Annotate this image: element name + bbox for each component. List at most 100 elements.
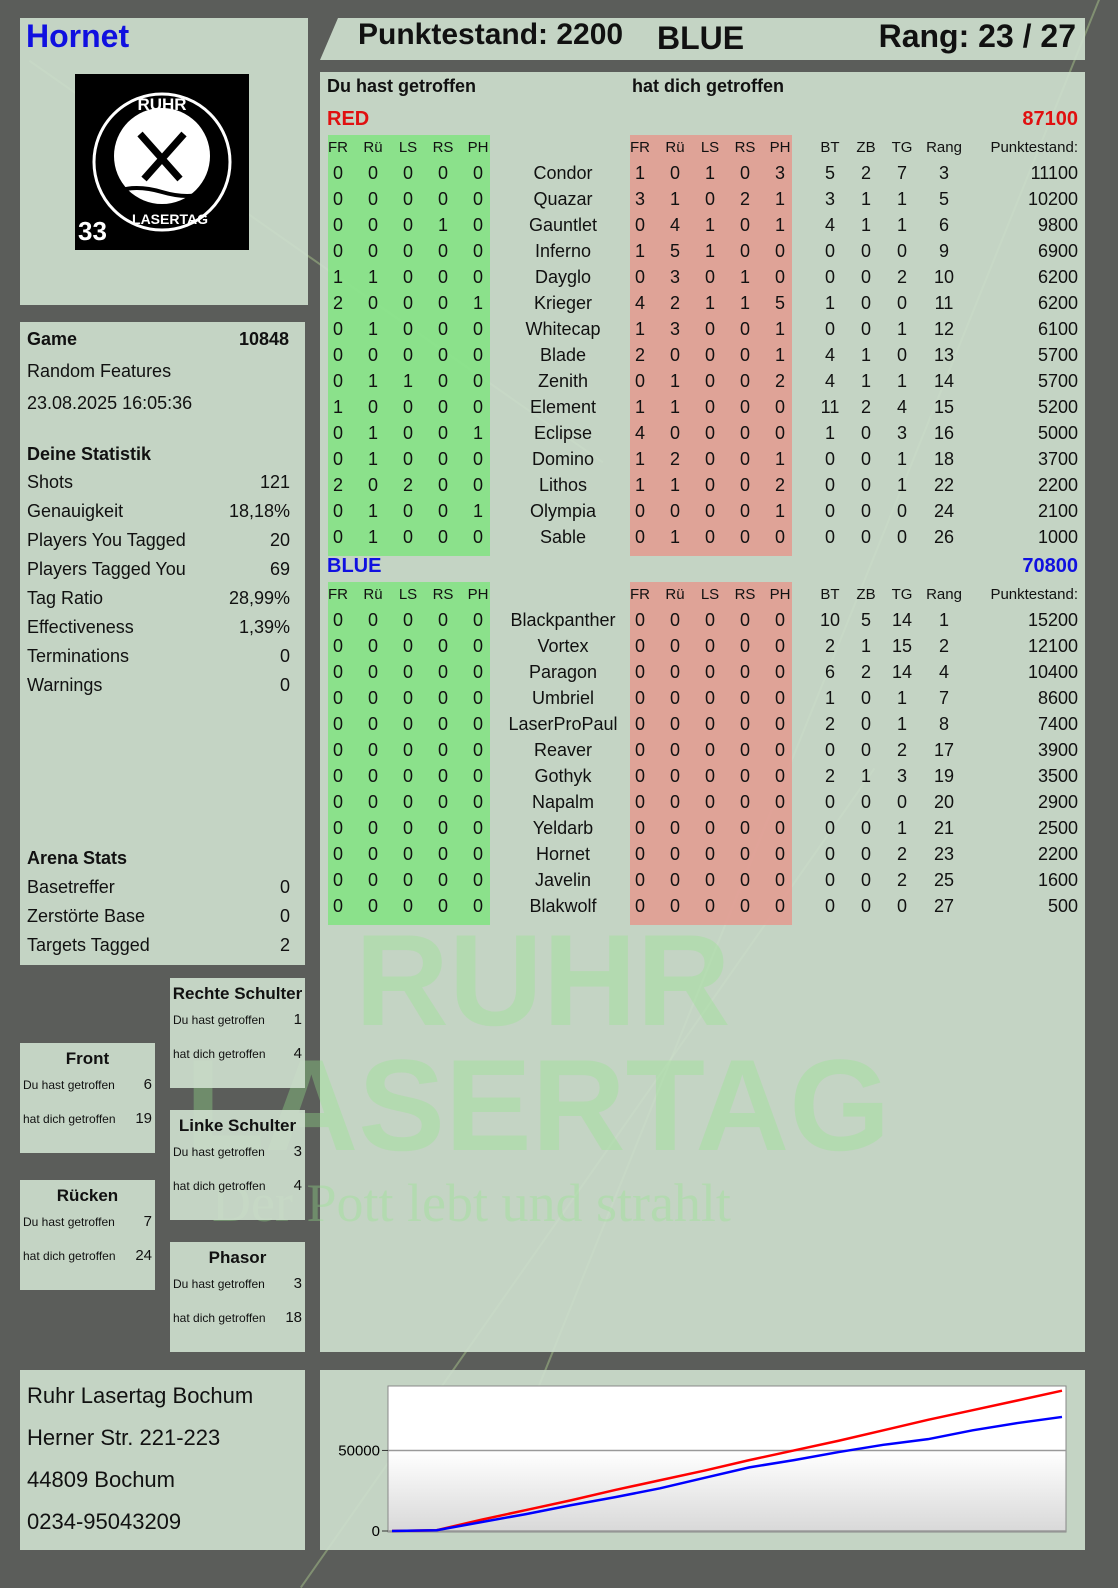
hit-you-block (630, 582, 792, 925)
stat-cell: 2 (824, 766, 835, 786)
stat-cell: 0 (367, 740, 378, 760)
zone-hit-you-label: hat dich getroffen (23, 1249, 116, 1263)
stat-cell: 2 (669, 293, 680, 313)
player-name: Napalm (531, 792, 595, 812)
stat-cell: 1 (896, 189, 907, 209)
player-points: 9800 (1037, 215, 1078, 235)
stat-cell: 0 (367, 475, 378, 495)
stat-cell: 0 (332, 319, 343, 339)
stat-cell: 6 (938, 215, 949, 235)
zone-you-hit-value: 6 (143, 1076, 152, 1093)
stat-cell: 0 (739, 163, 750, 183)
stat-cell: 1 (860, 636, 871, 656)
stat-cell: 0 (437, 818, 448, 838)
player-points: 6100 (1037, 319, 1078, 339)
player-name: Gauntlet (528, 215, 598, 235)
stat-cell: 0 (402, 319, 413, 339)
stat-cell: 0 (774, 527, 785, 547)
stat-cell: 0 (739, 527, 750, 547)
stat-cell: 0 (704, 714, 715, 734)
stat-cell: 0 (402, 870, 413, 890)
stat-cell: 1 (938, 610, 949, 630)
stat-cell: 0 (634, 818, 645, 838)
game-mode: Random Features (27, 361, 172, 381)
stat-cell: 4 (938, 662, 949, 682)
team-total-blue: 70800 (1022, 555, 1078, 577)
player-points: 6900 (1037, 241, 1078, 261)
stat-cell: 0 (332, 740, 343, 760)
zone-you-hit-label: Du hast getroffen (173, 1013, 265, 1027)
stat-cell: 0 (774, 241, 785, 261)
stat-cell: 10 (933, 267, 955, 287)
stat-cell: 4 (824, 371, 835, 391)
stat-cell: 0 (332, 792, 343, 812)
stat-cell: 1 (704, 293, 715, 313)
stat-cell: 0 (774, 267, 785, 287)
address-panel (20, 1370, 305, 1550)
stat-cell: 2 (332, 475, 343, 495)
stat-cell: 0 (332, 688, 343, 708)
zone-hit-you-label: hat dich getroffen (173, 1179, 266, 1193)
stat-cell: 0 (704, 527, 715, 547)
stat-cell: 0 (669, 636, 680, 656)
stat-cell: 1 (634, 475, 645, 495)
stat-cell: 6 (824, 662, 835, 682)
player-points: 10200 (1027, 189, 1078, 209)
stat-cell: 16 (933, 423, 955, 443)
stat-cell: 0 (437, 241, 448, 261)
stat-cell: 2 (669, 449, 680, 469)
stat-cell: 2 (860, 662, 871, 682)
stat-cell: 0 (669, 688, 680, 708)
stat-cell: 0 (896, 345, 907, 365)
stat-cell: 0 (860, 501, 871, 521)
stat-cell: 0 (704, 610, 715, 630)
stat-cell: 3 (669, 267, 680, 287)
stat-cell: 1 (774, 345, 785, 365)
player-name: Eclipse (533, 423, 593, 443)
stat-cell: 0 (472, 345, 483, 365)
stat-cell: 0 (437, 189, 448, 209)
stat-cell: 0 (437, 792, 448, 812)
player-name: Blade (539, 345, 587, 365)
player-name: Sable (539, 527, 587, 547)
player-points: 6200 (1037, 267, 1078, 287)
stat-value: 1,39% (238, 617, 290, 637)
stat-cell: 0 (704, 792, 715, 812)
stat-cell: 0 (896, 293, 907, 313)
player-name: Domino (531, 449, 595, 469)
stat-cell: 0 (402, 423, 413, 443)
stat-cell: 2 (896, 844, 907, 864)
stat-cell: 1 (367, 501, 378, 521)
stat-cell: 1 (669, 527, 680, 547)
stat-cell: 0 (402, 163, 413, 183)
player-name: LaserProPaul (508, 714, 618, 734)
stat-cell: 13 (933, 345, 955, 365)
stat-cell: 0 (774, 870, 785, 890)
stat-cell: 0 (704, 423, 715, 443)
arena-value: 0 (279, 906, 290, 926)
column-header: Rü (665, 586, 685, 603)
stat-cell: 0 (332, 449, 343, 469)
zone-you-hit-value: 1 (293, 1011, 302, 1028)
stat-label: Players Tagged You (27, 559, 186, 579)
stat-cell: 5 (824, 163, 835, 183)
zone-title: Phasor (208, 1248, 267, 1267)
stat-cell: 1 (739, 267, 750, 287)
plot-area (387, 1385, 1067, 1533)
stat-cell: 8 (938, 714, 949, 734)
player-name: Gothyk (534, 766, 592, 786)
stat-cell: 2 (774, 371, 785, 391)
stat-cell: 0 (739, 870, 750, 890)
column-header: RS (432, 139, 454, 156)
stat-cell: 0 (739, 688, 750, 708)
stat-cell: 0 (704, 688, 715, 708)
stat-cell: 1 (669, 397, 680, 417)
stat-cell: 0 (704, 662, 715, 682)
stat-cell: 1 (669, 371, 680, 391)
stat-cell: 0 (367, 215, 378, 235)
stat-cell: 14 (891, 662, 913, 682)
game-datetime: 23.08.2025 16:05:36 (27, 393, 193, 413)
stat-cell: 0 (472, 527, 483, 547)
stat-cell: 0 (437, 844, 448, 864)
hit-you-heading: hat dich getroffen (632, 76, 784, 96)
